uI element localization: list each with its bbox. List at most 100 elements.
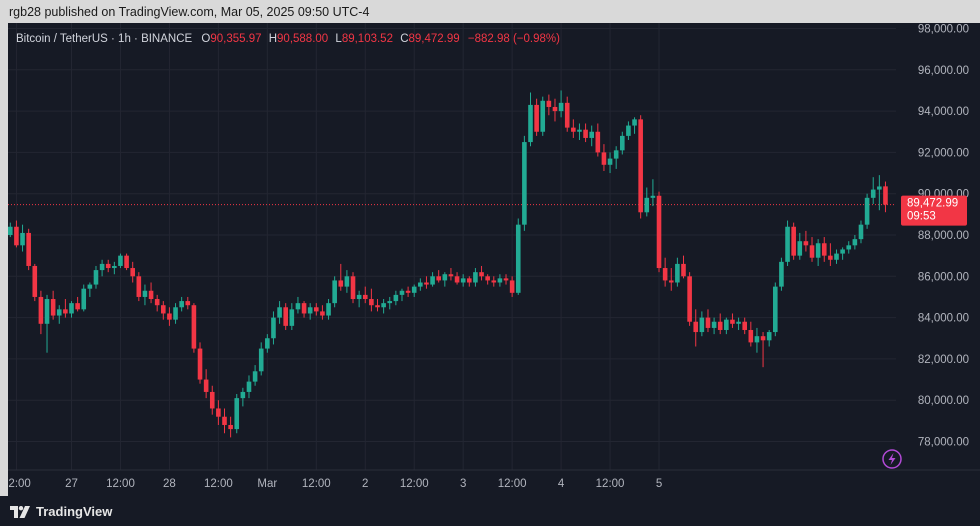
candle-up [460,274,466,287]
candle-up [387,296,393,310]
candle-body [460,278,466,283]
publish-info: rgb28 published on TradingView.com, Mar … [9,5,370,19]
candle-body [473,272,478,283]
candle-body [332,280,337,304]
price-tick-label: 92,000.00 [918,147,969,159]
time-tick-label: Mar [257,478,277,490]
candle-body [815,243,821,258]
candle-up [295,296,301,314]
candle-body [252,371,258,382]
candle-up [607,152,613,174]
candle-body [203,379,209,392]
candle-up [142,284,148,306]
candle-body [148,290,154,300]
candle-body [479,272,484,277]
candle-body [411,286,417,293]
candle-body [14,226,19,246]
candle-body [387,301,393,304]
candle-down [730,313,735,328]
lightning-icon[interactable] [882,449,902,469]
candle-body [791,226,796,256]
candle-body [136,276,142,297]
tradingview-logo-icon [10,505,30,518]
candle-body [375,305,380,308]
candle-down [479,265,484,281]
candle-body [69,303,74,314]
time-tick-label: 12:00 [302,478,331,490]
candle-up [834,249,839,264]
symbol-label: Bitcoin / TetherUS · 1h · BINANCE [16,33,193,45]
candle-down [301,301,307,318]
candle-down [154,294,160,312]
candle-body [852,239,858,246]
candle-body [638,119,643,213]
candle-body [369,299,374,306]
candle-body [522,142,527,225]
candle-body [571,127,576,132]
candle-up [8,222,13,238]
candle-down [32,263,38,302]
chart-panel[interactable]: 98,000.00 96,000.00 94,000.00 92,000.00 90,0… [8,23,980,496]
candle-body [344,276,350,287]
candle-down [546,94,552,116]
candle-down [185,296,191,310]
price-tick-label: 88,000.00 [918,230,969,242]
candle-down [161,301,166,320]
candle-up [344,270,350,293]
candle-body [173,307,178,320]
time-tick-label: 12:00 [400,478,429,490]
candle-body [430,276,435,285]
candle-up [69,301,74,318]
candles [8,90,888,438]
price-axis[interactable]: 98,000.0096,000.0094,000.0092,000.0090,0… [918,24,969,449]
candle-up [754,327,760,353]
candle-down [564,96,570,132]
candle-body [534,104,539,132]
ohlc-legend: Bitcoin / TetherUS · 1h · BINANCE O90,35… [16,33,560,45]
candle-down [362,286,368,304]
candle-up [675,257,680,287]
tradingview-logo[interactable]: TradingView [10,504,112,519]
candle-body [197,348,203,380]
bar-countdown: 09:53 [907,211,936,223]
candle-body [185,301,191,306]
candle-body [607,158,613,165]
candle-up [381,299,386,314]
candle-body [424,282,429,285]
candle-body [589,131,594,138]
candle-body [668,280,674,283]
candle-body [454,276,460,283]
tradingview-brand-text: TradingView [36,504,113,519]
candle-body [405,290,411,293]
candle-up [497,274,503,287]
candle-up [650,179,656,207]
candle-down [583,123,588,143]
candle-up [418,278,423,291]
candle-body [632,119,637,126]
candle-body [124,255,129,269]
candle-body [228,424,233,430]
candle-up [411,284,417,297]
candle-body [577,129,582,132]
candle-up [473,268,478,287]
candle-down [283,303,288,330]
candle-up [613,146,619,169]
candle-body [864,197,870,225]
candlestick-chart[interactable]: 98,000.0096,000.0094,000.0092,000.0090,0… [8,23,980,496]
candle-down [38,290,44,335]
high-value: 90,588.00 [277,33,328,45]
candle-up [773,282,778,337]
time-axis[interactable]: 12:00 27 12:00 28 12:00 Mar 12:00 2 12:00 3 12:00 4… [8,469,980,490]
candle-down [369,288,374,312]
open-label: O [201,33,210,45]
candle-up [620,131,625,155]
candle-body [326,303,331,316]
close-value: 89,472.99 [409,33,460,45]
footer-bar: TradingView [0,496,980,526]
candle-body [528,104,533,143]
candle-down [167,307,172,326]
price-tick-label: 94,000.00 [918,106,969,118]
price-tick-label: 86,000.00 [918,271,969,283]
candle-body [858,224,864,240]
candle-body [112,265,117,269]
